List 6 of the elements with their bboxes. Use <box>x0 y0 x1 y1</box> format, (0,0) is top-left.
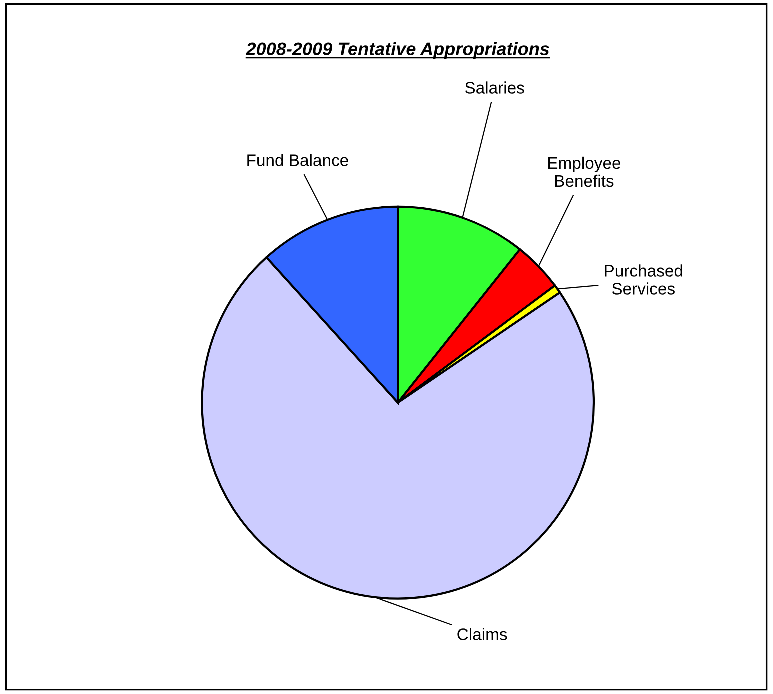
slice-label: Claims <box>458 628 508 640</box>
chart-title: 2008-2009 Tentative Appropriations <box>246 42 550 60</box>
slice-label: Employee Benefits <box>548 156 621 188</box>
slice-label: Salaries <box>465 82 524 94</box>
slice-label: Purchased Services <box>605 264 682 295</box>
slice-label: Fund Balance <box>248 154 348 166</box>
